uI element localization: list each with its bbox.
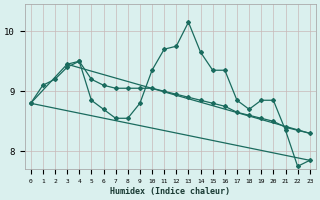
X-axis label: Humidex (Indice chaleur): Humidex (Indice chaleur) <box>110 187 230 196</box>
